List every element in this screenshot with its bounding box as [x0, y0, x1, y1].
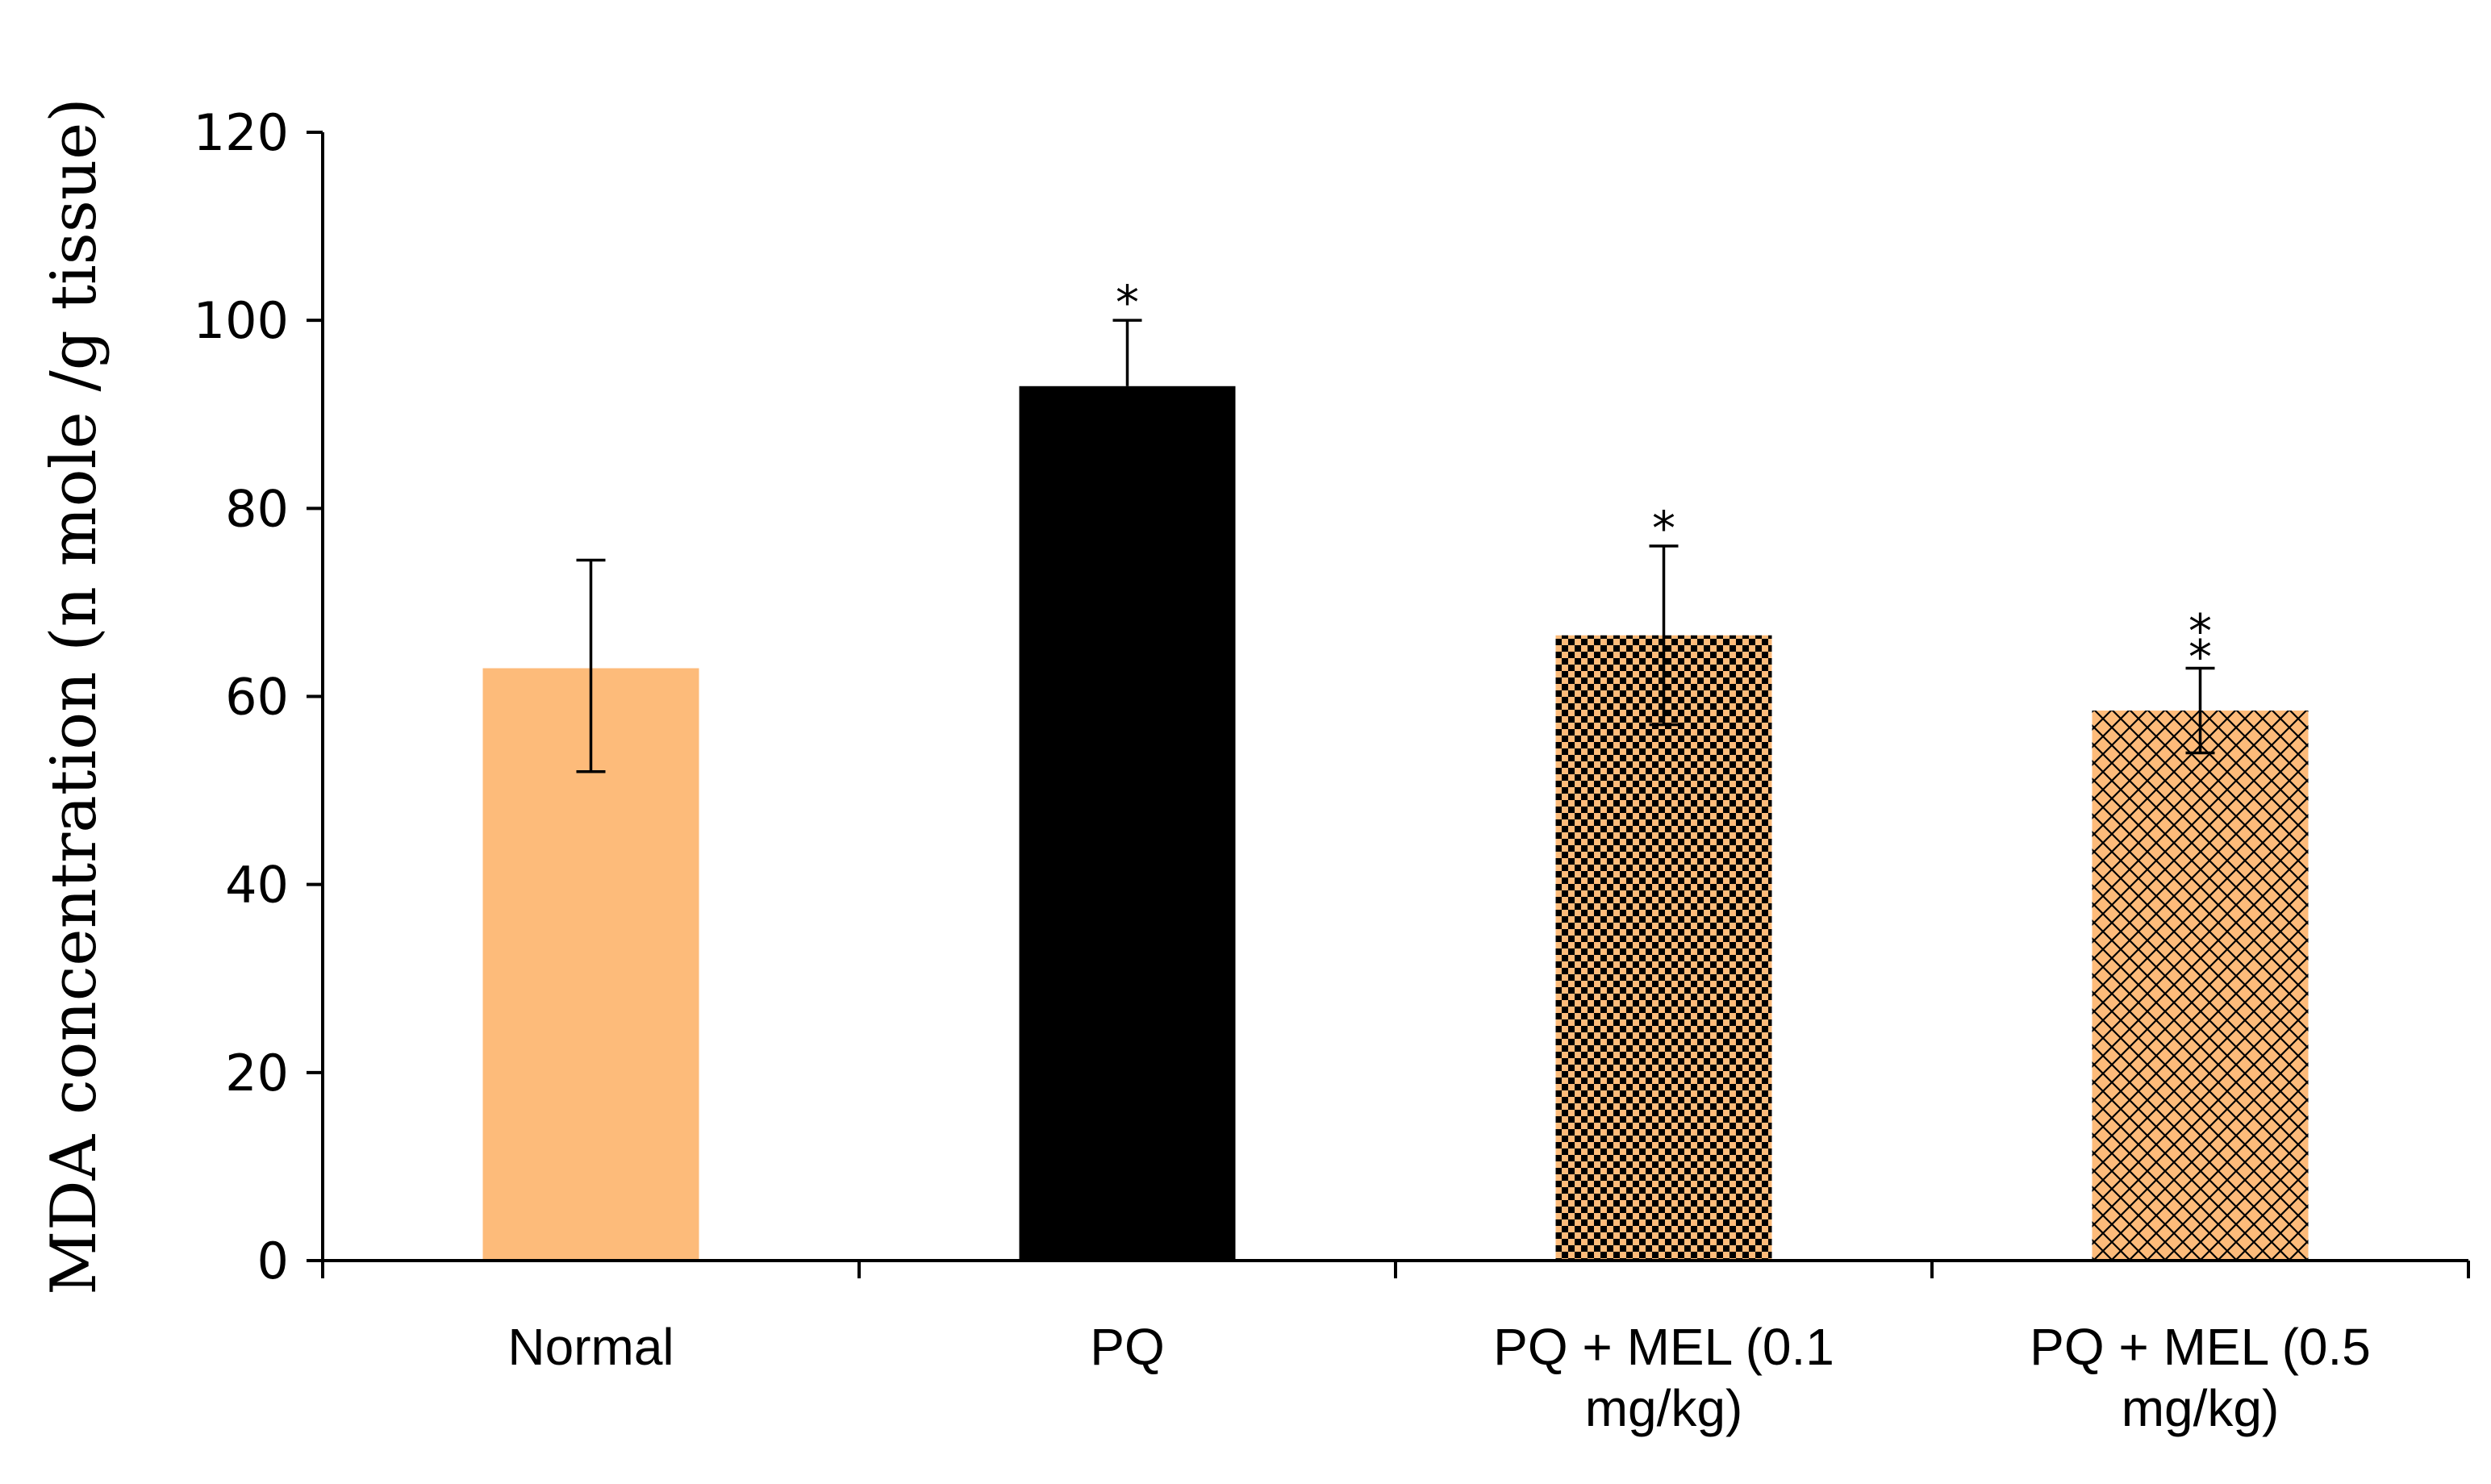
- y-tick-label: 60: [225, 668, 289, 727]
- bar: [1019, 386, 1236, 1261]
- significance-star: *: [1116, 275, 1139, 330]
- y-tick-label: 40: [225, 856, 289, 915]
- error-bars: [576, 319, 2215, 773]
- y-tick-label: 100: [194, 291, 289, 350]
- x-tick-label: PQ + MEL (0.5 mg/kg): [2030, 1318, 2371, 1437]
- y-axis: 0 20 40 60 80 100 120: [194, 103, 324, 1290]
- x-tick-label: PQ: [1090, 1318, 1164, 1376]
- y-axis-title: MDA concentration (n mole /g tissue): [38, 98, 111, 1294]
- x-tick-label: PQ + MEL (0.1 mg/kg): [1493, 1318, 1834, 1437]
- x-axis: Normal PQ PQ + MEL (0.1 mg/kg) PQ + MEL (0.5…: [321, 1259, 2470, 1437]
- bar: [1555, 635, 1772, 1261]
- significance-star: *: [1652, 501, 1675, 556]
- y-tick-label: 120: [194, 103, 289, 162]
- bars: [482, 386, 2309, 1261]
- y-tick-label: 80: [225, 479, 289, 538]
- x-tick-label: Normal: [507, 1318, 674, 1376]
- bar: [2092, 710, 2309, 1261]
- significance-star: **: [2188, 604, 2212, 685]
- significance-markers: ****: [1116, 275, 2212, 684]
- y-tick-label: 20: [225, 1044, 289, 1103]
- y-axis-title-group: MDA concentration (n mole /g tissue): [38, 98, 111, 1294]
- y-tick-label: 0: [257, 1232, 289, 1290]
